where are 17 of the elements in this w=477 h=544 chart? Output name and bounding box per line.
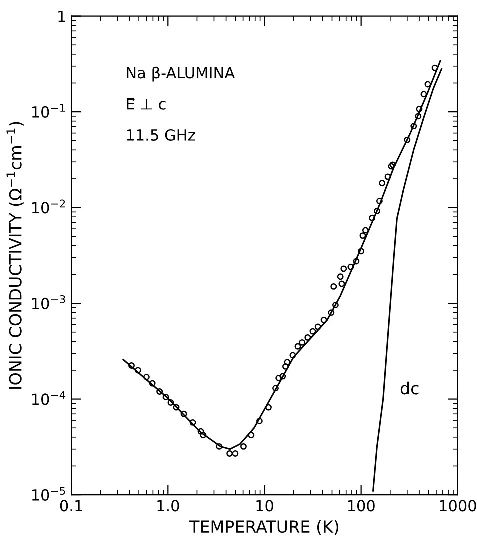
x-tick-label: 100 [348,500,375,512]
y-tick-label: 1 [58,10,66,22]
x-tick-label: 10 [256,500,274,512]
x-tick-label: 0.1 [60,500,82,512]
annotation: Na β-ALUMINA [127,66,236,82]
y-tick-label: 10$^{−1}$ [32,104,66,118]
x-tick-label: 1000 [440,500,476,512]
y-axis-title: IONIC CONDUCTIVITY (Ω$^{−1}$cm$^{−1}$) [6,122,24,389]
x-tick-label: 1.0 [158,500,180,512]
y-tick-label: 10$^{−2}$ [32,200,66,214]
y-tick-label: 10$^{−5}$ [32,487,66,501]
x-axis-title: TEMPERATURE (K) [189,520,339,536]
annotation: dc [400,382,419,395]
annotation: E⃗ ⊥ c [127,98,166,110]
y-tick-label: 10$^{−4}$ [32,391,66,406]
y-tick-label: 10$^{−3}$ [32,295,66,310]
annotation: 11.5 GHz [127,129,196,142]
